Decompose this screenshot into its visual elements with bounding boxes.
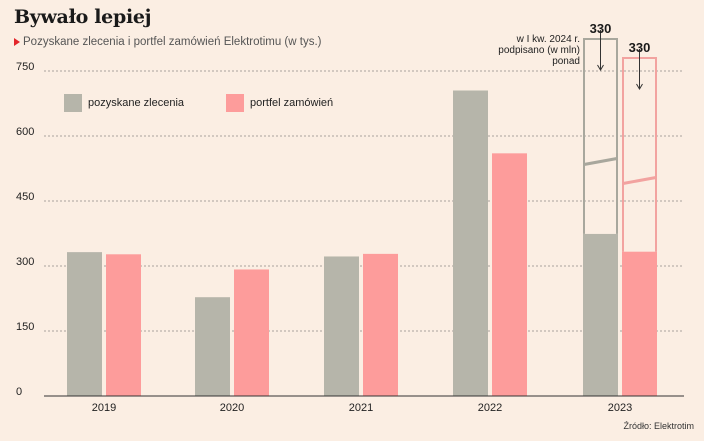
legend-swatch	[226, 94, 244, 112]
x-tick-label: 2023	[608, 402, 632, 414]
chart-subtitle-row: Pozyskane zlecenia i portfel zamówień El…	[14, 36, 321, 48]
chart-subtitle: Pozyskane zlecenia i portfel zamówień El…	[23, 36, 322, 48]
chart-title: Bywało lepiej	[14, 6, 152, 28]
annotation-text-line: ponad	[552, 56, 580, 67]
legend-label: portfel zamówień	[250, 97, 333, 109]
annotation-text-line: podpisano (w mln)	[498, 45, 580, 56]
y-tick-label: 450	[16, 191, 34, 203]
bar-portfel-2019	[106, 254, 141, 396]
bar-pozyskane-2021	[324, 256, 359, 396]
y-tick-label: 750	[16, 61, 34, 73]
annotation-value-label: 330	[590, 21, 612, 36]
bar-portfel-2022	[492, 153, 527, 396]
y-tick-label: 150	[16, 321, 34, 333]
bar-portfel-2023	[622, 251, 657, 396]
y-tick-label: 600	[16, 126, 34, 138]
bar-pozyskane-2023	[583, 233, 618, 396]
outline-bar-lower-portfel	[622, 175, 657, 252]
x-tick-label: 2022	[478, 402, 502, 414]
outline-bar-upper-pozyskane	[583, 38, 618, 167]
y-tick-label: 0	[16, 386, 22, 398]
source-note: Źródło: Elektrotim	[623, 421, 694, 431]
subtitle-triangle-icon	[14, 38, 20, 46]
legend-swatch	[64, 94, 82, 112]
x-tick-label: 2019	[92, 402, 116, 414]
annotation-value-label: 330	[629, 40, 651, 55]
bar-pozyskane-2022	[453, 90, 488, 396]
annotation-text-line: w I kw. 2024 r.	[516, 34, 580, 45]
bar-portfel-2020	[234, 269, 269, 396]
annotation-arrow-head	[636, 83, 643, 90]
outline-bar-lower-pozyskane	[583, 156, 618, 234]
annotation-arrow-head	[597, 64, 604, 71]
x-tick-label: 2020	[220, 402, 244, 414]
y-tick-label: 300	[16, 256, 34, 268]
bar-pozyskane-2019	[67, 252, 102, 396]
bar-pozyskane-2020	[195, 297, 230, 396]
bar-portfel-2021	[363, 253, 398, 396]
legend-label: pozyskane zlecenia	[88, 97, 185, 109]
x-tick-label: 2021	[349, 402, 373, 414]
outline-bar-upper-portfel	[622, 57, 657, 186]
